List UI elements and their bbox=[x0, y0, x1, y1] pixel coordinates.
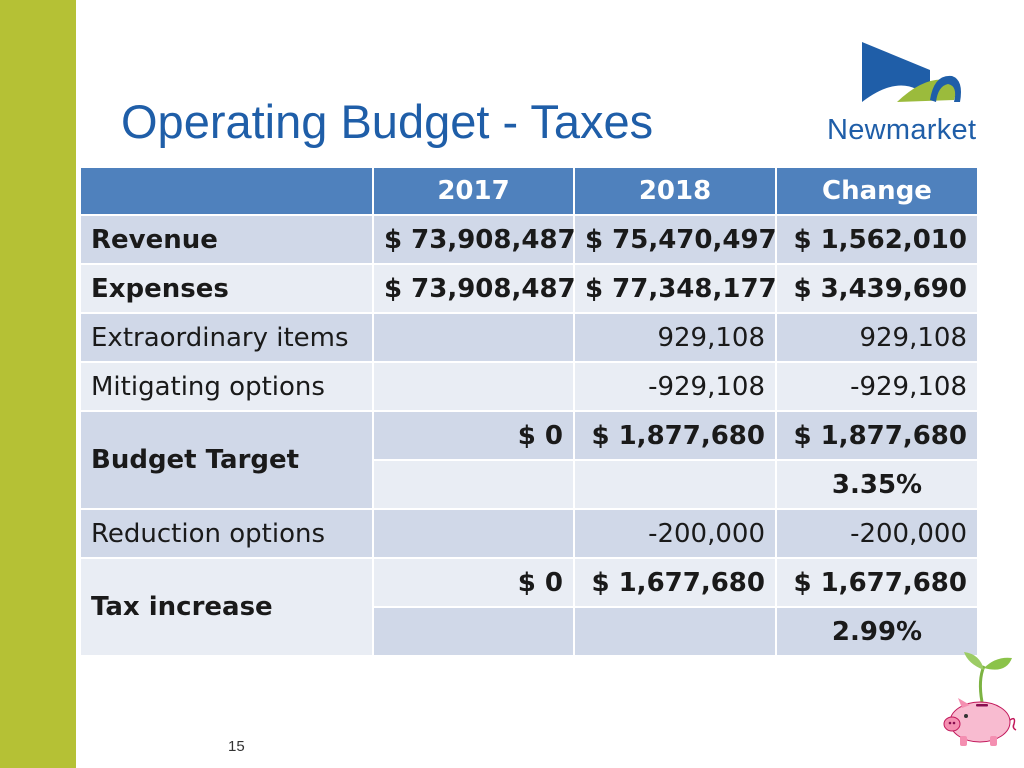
header-row: 2017 2018 Change bbox=[79, 166, 979, 216]
cell-2018: -200,000 bbox=[573, 508, 777, 559]
slide-title: Operating Budget - Taxes bbox=[121, 95, 654, 148]
cell-2018: $ 1,877,680 bbox=[573, 410, 777, 461]
cell-change: -200,000 bbox=[775, 508, 979, 559]
table-row-revenue: Revenue $ 73,908,487 $ 75,470,497 $ 1,56… bbox=[79, 214, 979, 265]
cell-2017: $ 0 bbox=[372, 557, 575, 608]
header-2018: 2018 bbox=[573, 166, 777, 216]
cell-2018: $ 77,348,177 bbox=[573, 263, 777, 314]
row-label: Tax increase bbox=[79, 557, 374, 657]
newmarket-logo: Newmarket bbox=[824, 40, 989, 150]
cell-2018-empty bbox=[573, 459, 777, 510]
cell-2017: $ 0 bbox=[372, 410, 575, 461]
table-row-tax-increase: Tax increase $ 0 $ 1,677,680 $ 1,677,680 bbox=[79, 557, 979, 657]
cell-2018: $ 75,470,497 bbox=[573, 214, 777, 265]
cell-change-percent: 2.99% bbox=[775, 606, 979, 657]
cell-2017: $ 73,908,487 bbox=[372, 263, 576, 314]
row-label: Reduction options bbox=[79, 508, 374, 559]
table-row-mitigating: Mitigating options -929,108 -929,108 bbox=[79, 361, 979, 412]
cell-change: $ 1,562,010 bbox=[775, 214, 979, 265]
cell-2017 bbox=[372, 508, 575, 559]
header-2017: 2017 bbox=[372, 166, 575, 216]
header-label bbox=[79, 166, 374, 216]
cell-change: -929,108 bbox=[775, 361, 979, 412]
cell-2017 bbox=[372, 312, 575, 363]
cell-2018: $ 1,677,680 bbox=[573, 557, 777, 608]
cell-2018: -929,108 bbox=[573, 361, 777, 412]
cell-change: 929,108 bbox=[775, 312, 979, 363]
table-row-reduction: Reduction options -200,000 -200,000 bbox=[79, 508, 979, 559]
cell-2017: $ 73,908,487 bbox=[372, 214, 576, 265]
cell-2017-empty bbox=[372, 459, 575, 510]
cell-change: $ 1,877,680 bbox=[775, 410, 979, 461]
page-number: 15 bbox=[228, 738, 245, 755]
table-row-extraordinary: Extraordinary items 929,108 929,108 bbox=[79, 312, 979, 363]
row-label: Expenses bbox=[79, 263, 374, 314]
side-accent-bar bbox=[0, 0, 76, 768]
logo-wordmark: Newmarket bbox=[827, 114, 977, 146]
logo-mark-icon bbox=[862, 42, 961, 102]
cell-change: $ 3,439,690 bbox=[775, 263, 979, 314]
row-label: Mitigating options bbox=[79, 361, 374, 412]
budget-table: 2017 2018 Change Revenue $ 73,908,487 $ … bbox=[79, 166, 979, 657]
cell-2018: 929,108 bbox=[573, 312, 777, 363]
header-change: Change bbox=[775, 166, 979, 216]
table-row-tax-increase-pct: 2.99% bbox=[80, 606, 979, 657]
cell-2018-empty bbox=[573, 606, 777, 657]
row-label: Budget Target bbox=[79, 410, 374, 510]
row-label: Extraordinary items bbox=[79, 312, 374, 363]
cell-2017 bbox=[372, 361, 575, 412]
table-row-budget-target: Budget Target $ 0 $ 1,877,680 $ 1,877,68… bbox=[79, 410, 979, 510]
row-label: Revenue bbox=[79, 214, 374, 265]
cell-change: $ 1,677,680 bbox=[775, 557, 979, 608]
table-row-expenses: Expenses $ 73,908,487 $ 77,348,177 $ 3,4… bbox=[79, 263, 979, 314]
table-row-budget-target-pct: 3.35% bbox=[80, 459, 979, 510]
piggy-bank-sprout-icon bbox=[943, 652, 1017, 746]
cell-2017-empty bbox=[372, 606, 575, 657]
cell-change-percent: 3.35% bbox=[775, 459, 979, 510]
